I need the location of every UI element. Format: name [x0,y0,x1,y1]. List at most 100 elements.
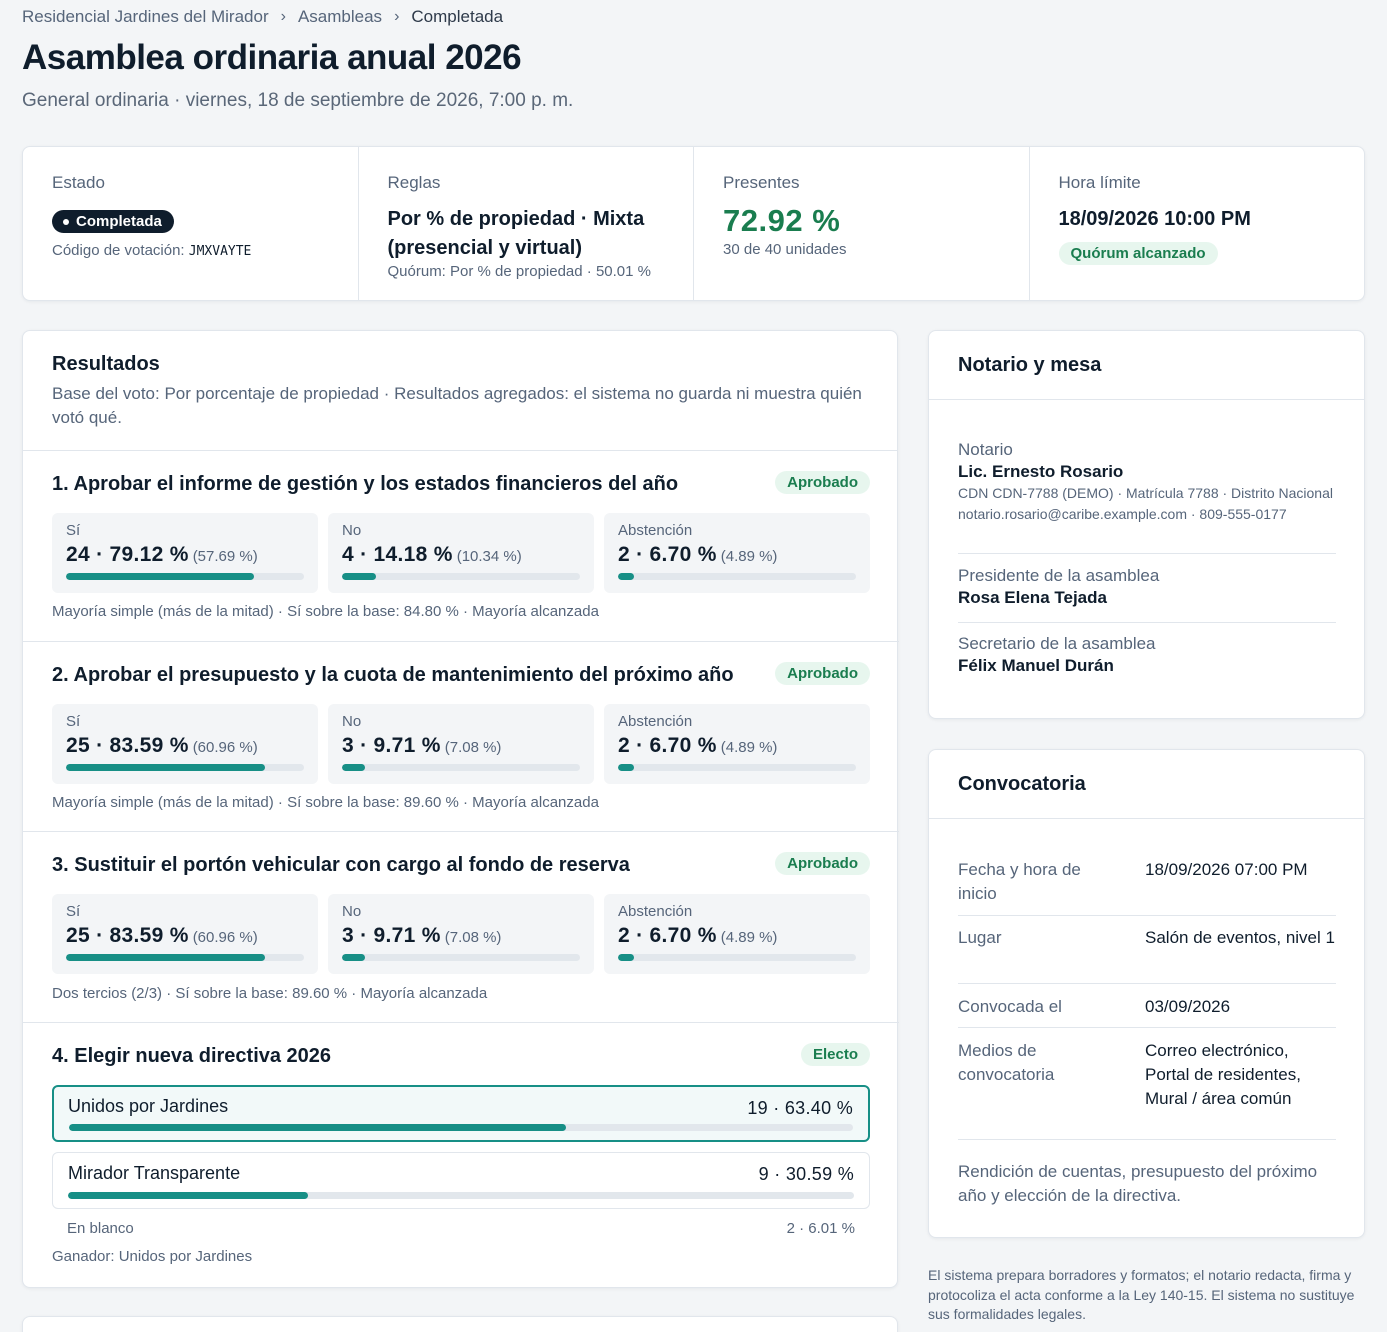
option-value: 2 · 6.70 % [618,924,717,947]
divider [958,553,1336,554]
deadline-value: 18/09/2026 10:00 PM [1058,208,1251,230]
results-card: Resultados Base del voto: Por porcentaje… [22,330,899,1288]
president-info: Presidente de la asamblea Rosa Elena Tej… [958,566,1336,608]
motion-status-badge: Aprobado [775,471,870,494]
vote-option-no: No 4 · 14.18 % (10.34 %) [328,513,594,593]
stat-label: Hora límite [1058,173,1141,192]
progress-fill [66,573,255,580]
stat-label: Presentes [723,173,800,192]
legal-footnote: El sistema prepara borradores y formatos… [928,1267,1355,1322]
vote-option-yes: Sí 25 · 83.59 % (60.96 %) [52,894,318,974]
progress-bar [342,573,580,580]
progress-bar [342,764,580,771]
vote-option-yes: Sí 24 · 79.12 % (57.69 %) [52,513,318,593]
vote-option-abstention: Abstención 2 · 6.70 % (4.89 %) [604,513,870,593]
progress-fill [342,573,376,580]
vote-option-yes: Sí 25 · 83.59 % (60.96 %) [52,704,318,784]
stat-label: Estado [52,173,105,192]
divider [958,1027,1336,1028]
motion-item: 1. Aprobar el informe de gestión y los e… [23,451,899,642]
vote-options: Sí 25 · 83.59 % (60.96 %) No 3 · 9.71 % (7… [52,894,870,974]
row-value: Salón de eventos, nivel 1 [1145,928,1335,947]
progress-fill [66,764,265,771]
breadcrumb-link-community[interactable]: Residencial Jardines del Mirador [22,7,269,26]
row-value: 18/09/2026 07:00 PM [1145,860,1308,879]
motion-note: Dos tercios (2/3) · Sí sobre la base: 89… [52,985,488,1002]
option-label: Sí [66,522,81,539]
progress-bar [618,764,856,771]
breadcrumb: Residencial Jardines del Mirador › Asamb… [22,7,503,27]
election-status-badge: Electo [800,1043,870,1066]
option-label: Abstención [618,713,693,730]
vote-options: Sí 25 · 83.59 % (60.96 %) No 3 · 9.71 % (7… [52,704,870,784]
candidate-votes: 9 · 30.59 % [758,1164,854,1184]
notary-meta: CDN CDN-7788 (DEMO) · Matrícula 7788 · D… [958,485,1333,501]
vote-option-abstention: Abstención 2 · 6.70 % (4.89 %) [604,894,870,974]
breadcrumb-current: Completada [411,7,504,26]
stat-label: Reglas [387,173,441,192]
chevron-right-icon: › [394,8,400,25]
status-badge: Completada [52,210,174,233]
option-label: Abstención [618,903,693,920]
option-label: Sí [66,903,81,920]
vote-options: Sí 24 · 79.12 % (57.69 %) No 4 · 14.18 %(… [52,513,870,593]
page-subtitle: General ordinaria · viernes, 18 de septi… [22,90,574,111]
blank-votes-row: En blanco 2 · 6.01 % [52,1220,870,1237]
option-subvalue: (57.69 %) [192,548,258,565]
divider [958,915,1336,916]
blank-votes-label: En blanco [67,1220,134,1237]
progress-fill [618,764,634,771]
blank-votes-value: 2 · 6.01 % [786,1220,855,1237]
option-value: 4 · 14.18 % [342,543,453,566]
option-value: 2 · 6.70 % [618,734,717,757]
motion-item: 3. Sustituir el portón vehicular con car… [23,832,899,1023]
voting-code[interactable]: JMXVAYTE [188,244,252,259]
progress-bar [618,573,856,580]
progress-fill [68,1192,309,1199]
convocation-title: Convocatoria [958,773,1086,795]
progress-bar [66,573,304,580]
attendance-units: 30 de 40 unidades [723,241,847,258]
row-key: Convocada el [958,997,1062,1016]
notary-label: Notario [958,440,1013,459]
candidate-name: Mirador Transparente [68,1163,241,1183]
candidate-name: Unidos por Jardines [68,1096,229,1116]
progress-fill [618,573,634,580]
election-winner: Ganador: Unidos por Jardines [52,1248,253,1265]
motion-title: 1. Aprobar el informe de gestión y los e… [52,473,679,495]
notary-title: Notario y mesa [958,354,1102,376]
motion-note: Mayoría simple (más de la mitad) · Sí so… [52,603,599,620]
secretary-label: Secretario de la asamblea [958,634,1156,653]
row-key: Fecha y hora de inicio [958,860,1081,903]
stat-estado: Estado Completada Código de votación: JM… [23,147,359,300]
progress-bar [66,764,304,771]
motion-title: 2. Aprobar el presupuesto y la cuota de … [52,664,734,686]
status-dot-icon [63,218,69,225]
convocation-header: Convocatoria [929,750,1364,819]
motion-note: Mayoría simple (más de la mitad) · Sí so… [52,794,599,811]
option-subvalue: (4.89 %) [720,739,778,756]
option-subvalue: (60.96 %) [192,929,258,946]
rules-value: Por % de propiedad · Mixta (presencial y… [387,208,645,259]
progress-fill [69,1124,567,1131]
progress-bar [69,1124,853,1131]
option-value: 3 · 9.71 % [342,924,441,947]
option-subvalue: (7.08 %) [444,739,502,756]
motion-status-badge: Aprobado [775,852,870,875]
breadcrumb-link-assemblies[interactable]: Asambleas [297,7,383,26]
vote-option-abstention: Abstención 2 · 6.70 % (4.89 %) [604,704,870,784]
option-label: Sí [66,713,81,730]
convocation-description: Rendición de cuentas, presupuesto del pr… [958,1162,1318,1205]
option-value: 24 · 79.12 % [66,543,189,566]
results-title: Resultados [52,353,160,375]
progress-bar [68,1192,854,1199]
option-label: Abstención [618,522,693,539]
motion-status-badge: Aprobado [775,662,870,685]
row-key: Lugar [958,928,1002,947]
stat-reglas: Reglas Por % de propiedad · Mixta (prese… [359,147,694,300]
option-subvalue: (4.89 %) [720,548,778,565]
progress-fill [342,764,366,771]
president-label: Presidente de la asamblea [958,566,1160,585]
option-subvalue: (7.08 %) [444,929,502,946]
voting-code-label: Código de votación: [52,242,185,259]
